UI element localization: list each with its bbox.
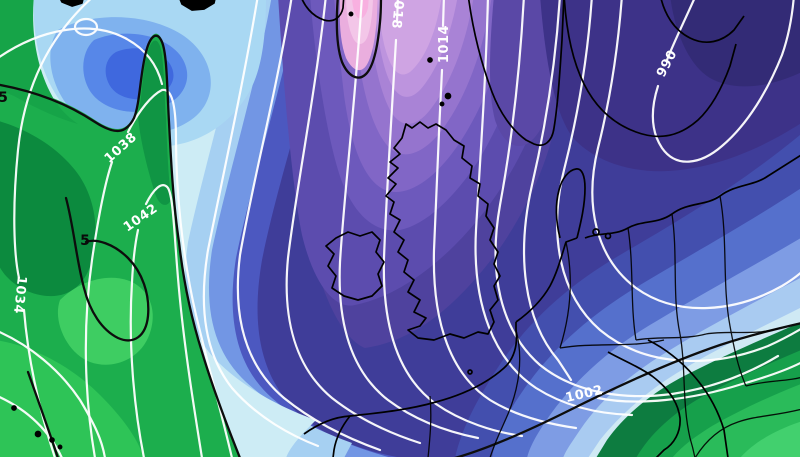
isotherm-label-5-center: 5 [80,233,90,249]
greenland-tip [179,0,216,11]
adriatic-coastline [647,339,729,457]
italy-coastline [607,351,681,457]
denmark-coastline [555,168,586,239]
uk-coastline [385,121,501,341]
baltic-coastline [563,0,737,138]
isobar-1018 [382,0,524,438]
coastlines [11,0,800,457]
isobar-label-1018: 1018 [388,0,407,30]
temperature-labels: 5 5 [0,90,90,249]
isobar-1038 [84,88,233,457]
norway-coastline [467,0,565,147]
isobar-1014 [432,0,578,430]
country-borders [427,195,800,457]
isotherm-cold-core [335,0,383,79]
isotherm-boundary-southeast [454,322,800,457]
ireland-coastline [325,231,385,301]
isobar-1002 [523,0,800,403]
isotherm-boundary-west [0,34,241,457]
france-coastline [303,415,351,457]
iceland-coast [301,0,345,22]
isobar-label-1034: 1034 [10,275,29,315]
isotherm-5-loop [64,196,150,342]
closed-isobar-ring [73,17,99,37]
isobar-label-1014: 1014 [437,25,452,63]
isobar-1042 [129,184,203,457]
isotherm-label-5-left: 5 [0,90,8,106]
region-atlantic-green [0,33,240,457]
